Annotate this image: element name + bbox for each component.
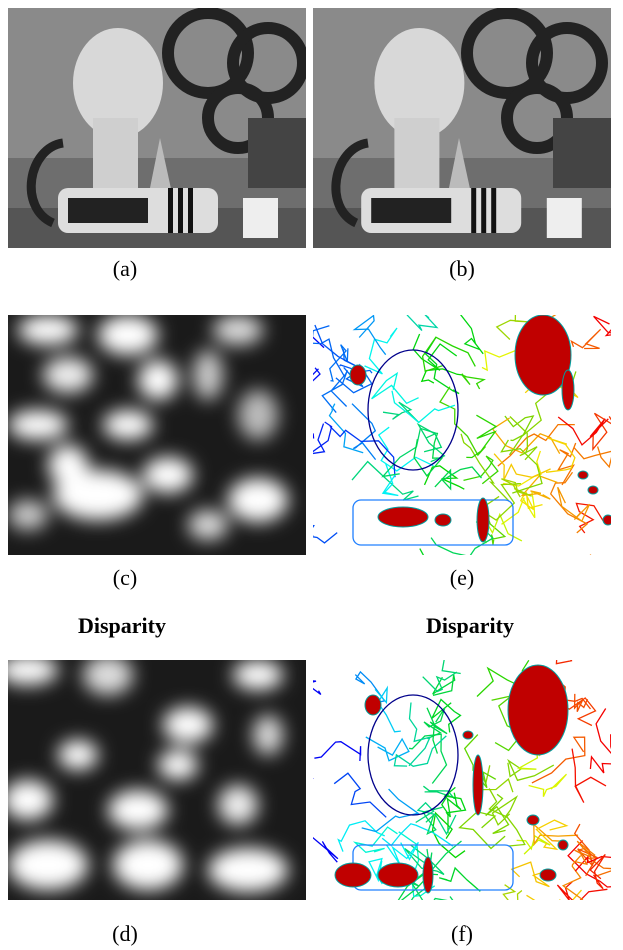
region bbox=[423, 857, 433, 893]
cup bbox=[243, 198, 278, 238]
blob bbox=[8, 500, 48, 530]
figure: (a) (b) (c) (e) Disparity Disparity (d) … bbox=[0, 0, 623, 950]
blob bbox=[98, 315, 158, 355]
heading: Disparity bbox=[426, 613, 514, 638]
edge bbox=[527, 895, 558, 933]
region bbox=[473, 755, 483, 815]
blob bbox=[193, 350, 223, 400]
blob bbox=[0, 655, 58, 685]
heading: Disparity bbox=[78, 613, 166, 638]
blob bbox=[138, 360, 178, 400]
region bbox=[603, 515, 613, 525]
crayon-band bbox=[371, 198, 451, 223]
panel-label: (f) bbox=[451, 921, 473, 946]
blob bbox=[228, 478, 288, 522]
stripe bbox=[178, 188, 183, 233]
stripe bbox=[481, 188, 486, 233]
blob bbox=[8, 410, 68, 440]
edge bbox=[568, 555, 595, 591]
panel-label: (c) bbox=[113, 565, 137, 590]
body: (a) (b) (c) (e) Disparity Disparity (d) … bbox=[0, 0, 623, 950]
edge-panel bbox=[260, 290, 623, 599]
panel-label: (a) bbox=[113, 256, 137, 281]
region bbox=[540, 869, 556, 881]
blob bbox=[238, 390, 278, 440]
blob bbox=[158, 750, 198, 780]
crayon-band bbox=[68, 198, 148, 223]
blob bbox=[208, 848, 288, 892]
region bbox=[435, 514, 451, 526]
page: {"panels": [ {"id": "a", "label": "(a)"}… bbox=[0, 0, 623, 950]
photo-panel bbox=[8, 8, 306, 248]
blob bbox=[8, 840, 88, 890]
region bbox=[578, 471, 588, 479]
region bbox=[365, 695, 381, 715]
blob bbox=[233, 660, 283, 690]
edge-panel bbox=[282, 635, 623, 933]
blob bbox=[18, 315, 78, 345]
blob bbox=[58, 740, 98, 770]
neck bbox=[93, 118, 138, 188]
panel-label: (b) bbox=[449, 256, 475, 281]
cup bbox=[547, 198, 582, 238]
panel-label: (e) bbox=[450, 565, 474, 590]
shelf bbox=[553, 118, 611, 188]
stripe bbox=[188, 188, 193, 233]
blob bbox=[83, 655, 133, 695]
blob bbox=[163, 707, 213, 743]
region bbox=[558, 840, 568, 850]
stripe bbox=[168, 188, 173, 233]
region bbox=[527, 815, 539, 825]
region bbox=[477, 498, 489, 542]
edge bbox=[550, 290, 576, 318]
blob bbox=[108, 790, 168, 830]
region bbox=[463, 731, 473, 739]
region bbox=[378, 507, 428, 527]
blob bbox=[213, 315, 263, 345]
blob bbox=[3, 780, 53, 820]
stripe bbox=[471, 188, 476, 233]
region bbox=[335, 863, 371, 887]
shelf bbox=[248, 118, 306, 188]
neck bbox=[394, 118, 439, 188]
region bbox=[588, 486, 598, 494]
disparity-panel bbox=[0, 655, 306, 900]
disparity-panel bbox=[8, 315, 306, 555]
blob bbox=[103, 410, 153, 440]
blob bbox=[188, 510, 228, 540]
blob bbox=[53, 470, 143, 520]
region bbox=[350, 365, 366, 385]
blob bbox=[113, 840, 183, 890]
region bbox=[508, 665, 568, 755]
stripe bbox=[491, 188, 496, 233]
blob bbox=[143, 457, 193, 493]
blob bbox=[253, 715, 283, 755]
blob bbox=[218, 785, 258, 825]
region bbox=[562, 370, 574, 410]
region bbox=[378, 863, 418, 887]
photo-panel bbox=[313, 8, 611, 248]
panel-label: (d) bbox=[112, 921, 138, 946]
blob bbox=[43, 357, 93, 393]
